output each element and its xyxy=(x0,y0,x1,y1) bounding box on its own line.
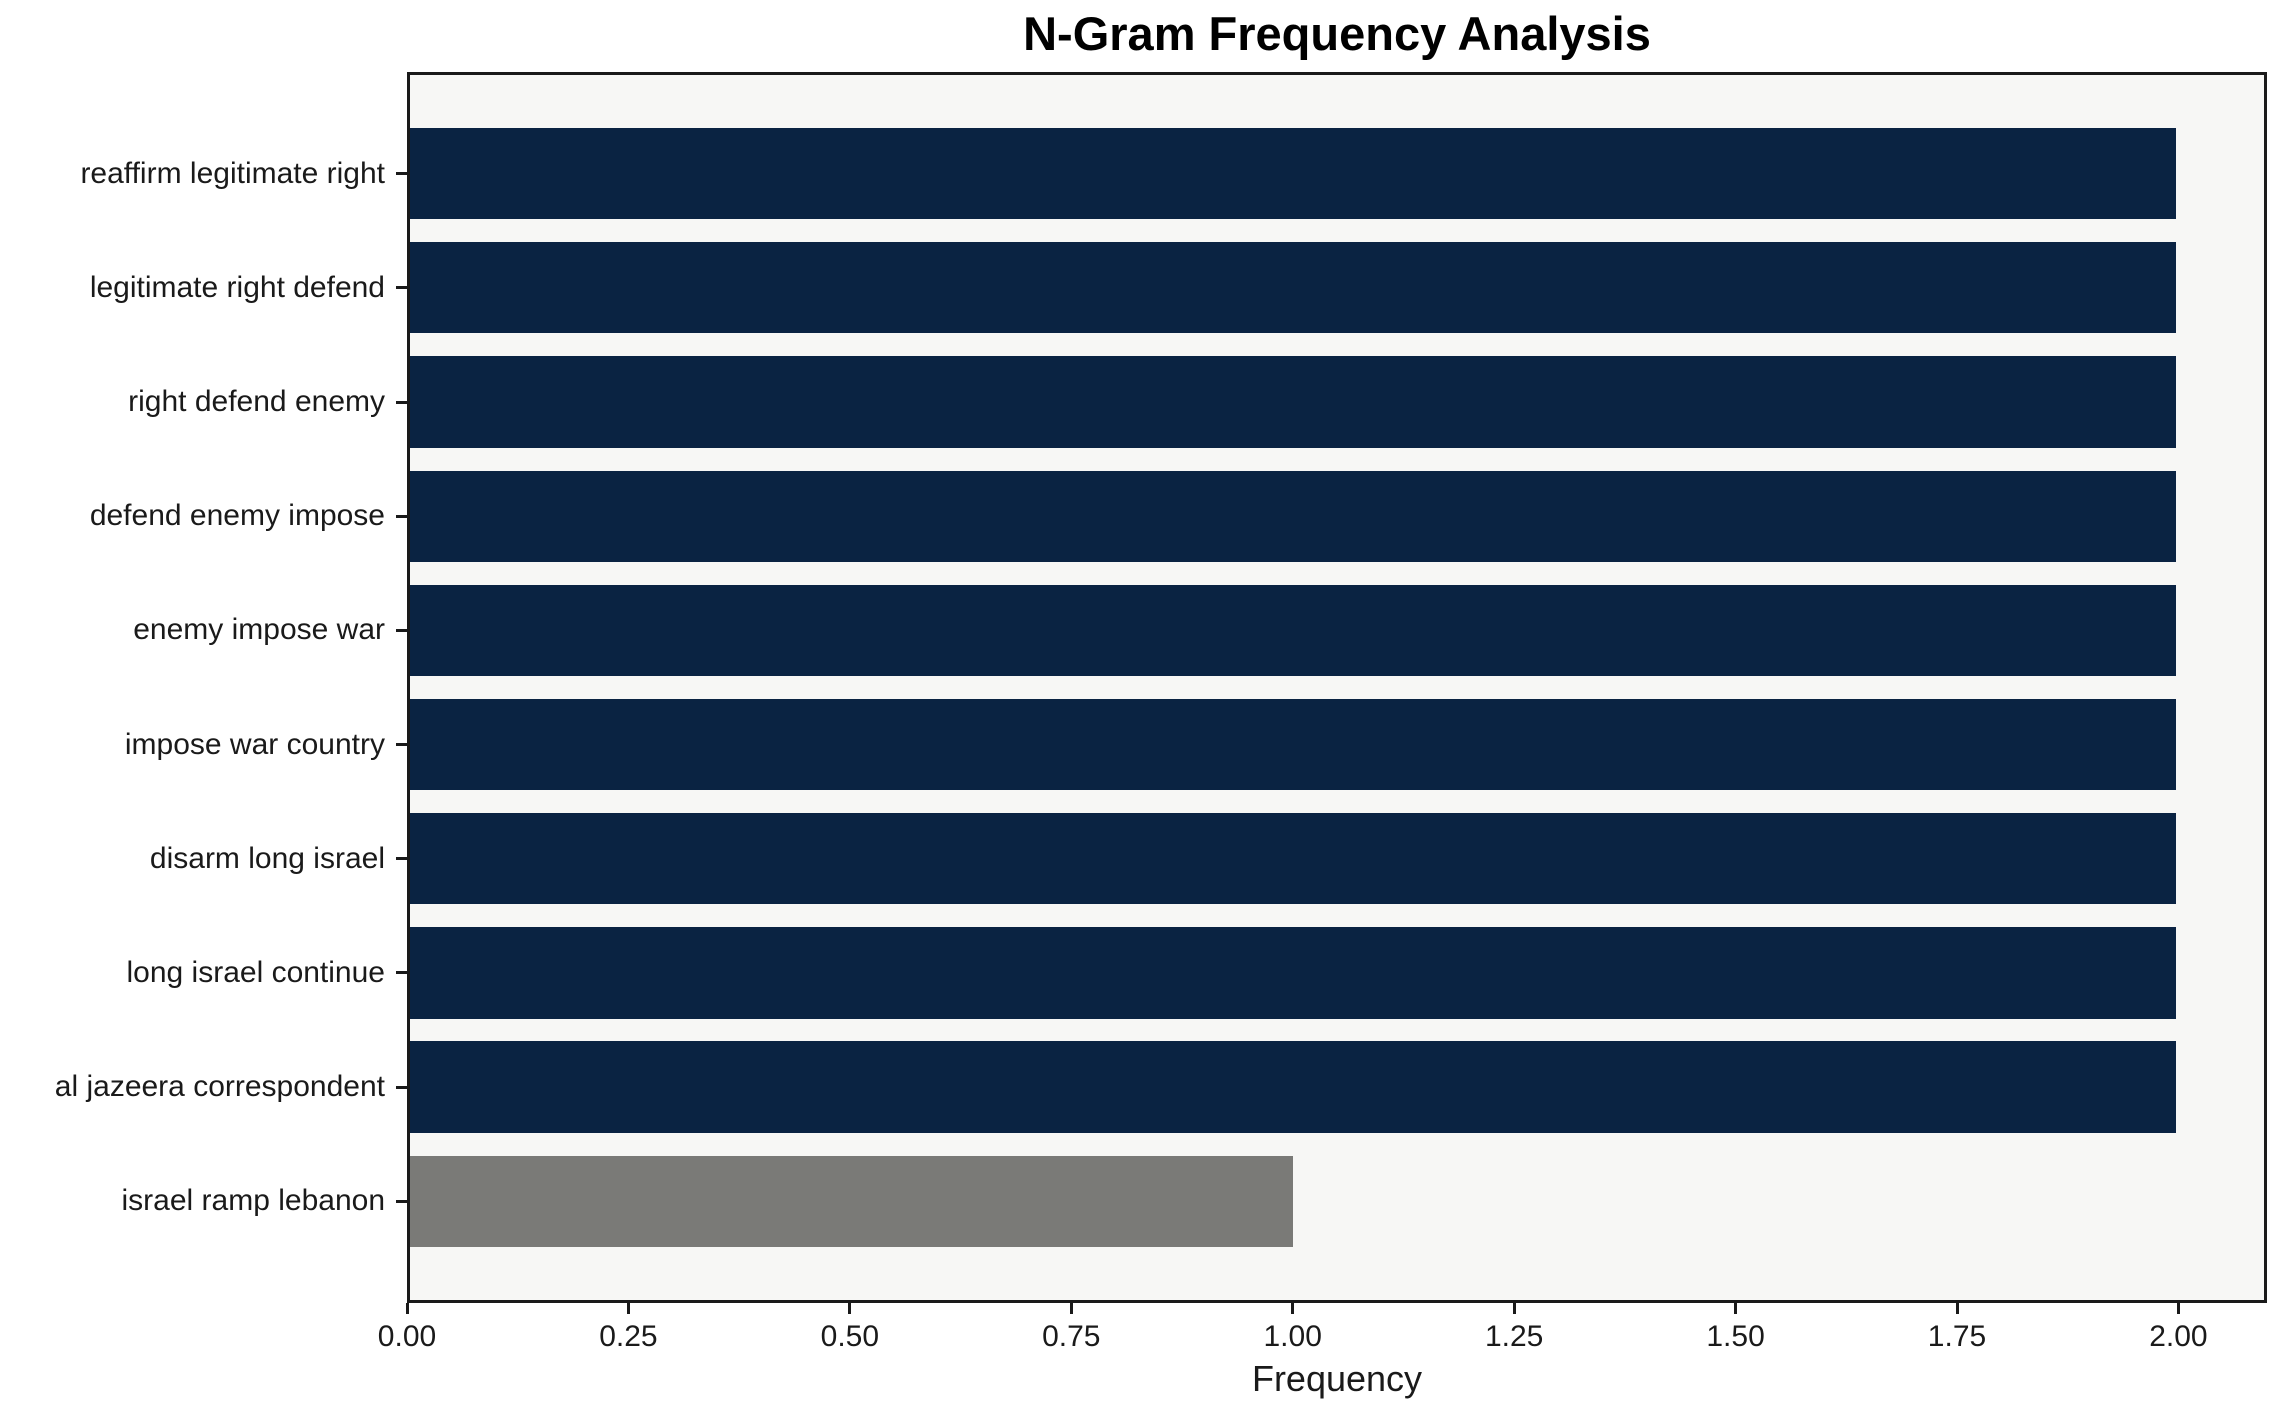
y-tick-label: right defend enemy xyxy=(128,385,385,419)
bar xyxy=(410,1041,2176,1133)
y-tick-mark xyxy=(396,628,407,632)
x-tick-label: 1.50 xyxy=(1706,1320,1765,1353)
x-tick-mark xyxy=(1069,1303,1073,1314)
chart-title: N-Gram Frequency Analysis xyxy=(1023,7,1651,60)
x-tick-label: 0.25 xyxy=(599,1320,658,1353)
plot-area xyxy=(407,72,2267,1303)
y-tick-mark xyxy=(396,286,407,290)
bar xyxy=(410,698,2176,791)
bar xyxy=(410,1155,1293,1248)
x-tick-label: 1.25 xyxy=(1484,1320,1544,1353)
y-tick-label: long israel continue xyxy=(126,955,385,989)
y-tick-label: israel ramp lebanon xyxy=(121,1184,385,1218)
y-tick-mark xyxy=(396,400,407,404)
x-tick-label: 0.00 xyxy=(377,1320,437,1353)
x-tick-mark xyxy=(1291,1303,1295,1314)
y-tick-label: al jazeera correspondent xyxy=(54,1070,385,1104)
y-tick-mark xyxy=(396,971,407,975)
y-tick-label: legitimate right defend xyxy=(89,270,385,304)
bar xyxy=(410,356,2176,448)
x-tick-mark xyxy=(626,1303,630,1314)
bar xyxy=(410,470,2176,562)
y-tick-mark xyxy=(396,1199,407,1203)
x-tick-mark xyxy=(1734,1303,1738,1314)
bar xyxy=(410,927,2176,1019)
x-tick-mark xyxy=(405,1303,409,1314)
x-tick-mark xyxy=(848,1303,852,1314)
x-tick-mark xyxy=(2176,1303,2180,1314)
y-tick-label: disarm long israel xyxy=(149,841,385,875)
y-tick-label: reaffirm legitimate right xyxy=(80,156,385,190)
y-tick-label: defend enemy impose xyxy=(89,499,385,533)
bar xyxy=(410,242,2176,334)
x-tick-label: 0.75 xyxy=(1042,1320,1101,1353)
x-tick-label: 1.00 xyxy=(1263,1320,1322,1353)
y-tick-mark xyxy=(396,1085,407,1089)
x-axis-label: Frequency xyxy=(1251,1358,1423,1399)
bar xyxy=(410,813,2176,905)
y-tick-mark xyxy=(396,857,407,861)
bar xyxy=(410,127,2176,220)
bar xyxy=(410,584,2176,677)
y-tick-mark xyxy=(396,172,407,176)
x-tick-mark xyxy=(1955,1303,1959,1314)
x-tick-label: 0.50 xyxy=(820,1320,880,1353)
x-tick-label: 1.75 xyxy=(1927,1320,1987,1353)
y-tick-label: enemy impose war xyxy=(133,613,385,647)
y-tick-mark xyxy=(396,514,407,518)
x-tick-label: 2.00 xyxy=(2149,1320,2208,1353)
y-tick-mark xyxy=(396,743,407,747)
x-tick-mark xyxy=(1512,1303,1516,1314)
y-tick-label: impose war country xyxy=(124,727,385,761)
